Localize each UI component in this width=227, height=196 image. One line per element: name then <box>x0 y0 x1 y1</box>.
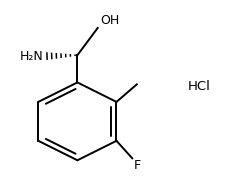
Text: HCl: HCl <box>188 80 211 93</box>
Text: OH: OH <box>100 14 119 27</box>
Text: H₂N: H₂N <box>20 50 44 63</box>
Text: F: F <box>133 159 141 172</box>
